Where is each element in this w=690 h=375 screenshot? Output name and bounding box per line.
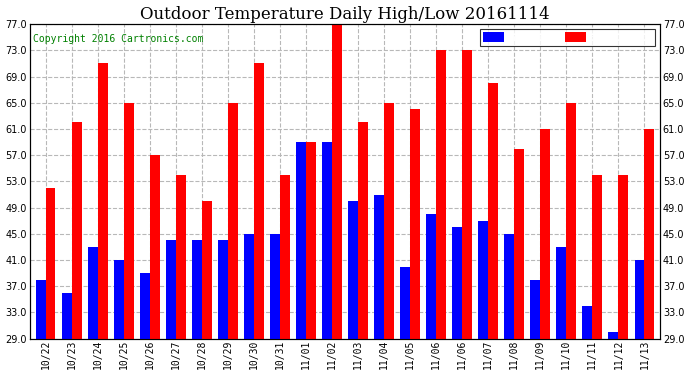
Bar bbox=[306, 142, 316, 339]
Title: Outdoor Temperature Daily High/Low 20161114: Outdoor Temperature Daily High/Low 20161… bbox=[140, 6, 550, 22]
Bar bbox=[478, 221, 489, 339]
Bar bbox=[566, 103, 576, 339]
Bar bbox=[556, 247, 566, 339]
Bar bbox=[270, 234, 280, 339]
Text: Copyright 2016 Cartronics.com: Copyright 2016 Cartronics.com bbox=[33, 33, 204, 44]
Bar bbox=[531, 280, 540, 339]
Bar bbox=[124, 103, 134, 339]
Bar bbox=[452, 227, 462, 339]
Bar bbox=[114, 260, 124, 339]
Bar bbox=[140, 273, 150, 339]
Bar bbox=[280, 175, 290, 339]
Bar bbox=[244, 234, 254, 339]
Bar bbox=[150, 155, 159, 339]
Bar bbox=[201, 201, 212, 339]
Bar bbox=[384, 103, 394, 339]
Bar bbox=[296, 142, 306, 339]
Bar bbox=[61, 293, 72, 339]
Bar bbox=[72, 122, 81, 339]
Bar bbox=[504, 234, 514, 339]
Bar bbox=[348, 201, 358, 339]
Bar bbox=[426, 214, 436, 339]
Bar bbox=[400, 267, 410, 339]
Bar bbox=[609, 332, 618, 339]
Bar bbox=[254, 63, 264, 339]
Bar bbox=[358, 122, 368, 339]
Bar bbox=[592, 175, 602, 339]
Bar bbox=[46, 188, 55, 339]
Bar bbox=[644, 129, 654, 339]
Bar bbox=[192, 240, 201, 339]
Bar bbox=[540, 129, 550, 339]
Bar bbox=[36, 280, 46, 339]
Bar bbox=[582, 306, 592, 339]
Legend: Low  (°F), High  (°F): Low (°F), High (°F) bbox=[480, 29, 655, 46]
Bar bbox=[166, 240, 176, 339]
Bar bbox=[374, 195, 384, 339]
Bar bbox=[618, 175, 629, 339]
Bar bbox=[88, 247, 98, 339]
Bar bbox=[635, 260, 644, 339]
Bar bbox=[176, 175, 186, 339]
Bar bbox=[489, 83, 498, 339]
Bar bbox=[98, 63, 108, 339]
Bar bbox=[332, 24, 342, 339]
Bar bbox=[218, 240, 228, 339]
Bar bbox=[228, 103, 238, 339]
Bar bbox=[514, 148, 524, 339]
Bar bbox=[436, 50, 446, 339]
Bar bbox=[462, 50, 472, 339]
Bar bbox=[322, 142, 332, 339]
Bar bbox=[410, 109, 420, 339]
